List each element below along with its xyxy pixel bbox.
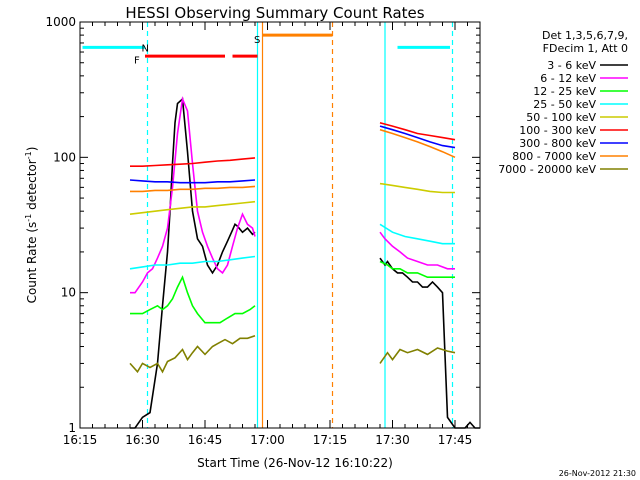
series-line-3-0 [129,255,256,270]
plot-area: NF S [82,22,480,429]
legend-header-0: Det 1,3,5,6,7,9, [542,29,628,42]
series-line-1-1 [379,231,455,270]
legend-label-1: 6 - 12 keV [540,72,596,85]
series-line-0-1 [379,257,480,429]
legend-label-4: 50 - 100 keV [526,111,596,124]
y-tick-label-3: 1000 [45,15,76,29]
y-axis-label-end: ) [25,147,39,152]
x-tick-label-3: 17:00 [250,433,285,447]
y-tick-label-1: 10 [61,286,76,300]
y-axis-label: Count Rate (s-1 detector-1) [24,147,39,304]
legend-header-1: FDecim 1, Att 0 [543,42,628,55]
legend-label-3: 25 - 50 keV [533,98,596,111]
legend-label-0: 3 - 6 keV [547,59,596,72]
y-axis: 1 10 100 1000 [45,15,480,435]
x-tick-label-5: 17:30 [375,433,410,447]
y-axis-label-main: Count Rate (s [25,222,39,304]
x-axis-label: Start Time (26-Nov-12 16:10:22) [197,456,393,470]
legend-label-5: 100 - 300 keV [519,124,596,137]
series-line-3-1 [379,223,455,245]
x-tick-label-1: 16:30 [125,433,160,447]
series-line-5-1 [379,122,456,141]
series-line-4-0 [129,200,256,215]
series-line-0-0 [130,97,256,429]
series-line-2-1 [379,260,455,279]
legend-label-2: 12 - 25 keV [533,85,596,98]
series-line-6-0 [129,179,256,184]
state-annotation-1: F [134,55,140,66]
series-line-7-0 [130,185,256,193]
x-tick-label-2: 16:45 [188,433,223,447]
chart-title: HESSI Observing Summary Count Rates [125,4,424,22]
series-line-8-0 [129,335,256,374]
legend-label-6: 300 - 800 keV [519,137,596,150]
series-line-2-0 [130,275,256,324]
series-line-7-1 [379,128,456,159]
legend: Det 1,3,5,6,7,9,FDecim 1, Att 0 3 - 6 keV… [498,29,628,176]
legend-label-7: 800 - 7000 keV [512,150,596,163]
series-line-1-0 [130,96,256,294]
state-annotation-2: S [254,35,260,46]
y-tick-label-0: 1 [68,421,76,435]
state-annotation-0: N [142,43,149,54]
footer-timestamp: 26-Nov-2012 21:30 [559,469,636,478]
series-line-8-1 [379,347,456,364]
x-axis: 16:15 16:30 16:45 17:00 17:15 17:30 17:45 [63,22,473,447]
x-tick-label-6: 17:45 [438,433,473,447]
y-axis-label-sup1: -1 [24,214,33,222]
series-line-4-1 [379,182,455,194]
y-axis-label-sup2: -1 [24,151,33,159]
series-line-5-0 [130,157,256,167]
y-tick-label-2: 100 [53,150,76,164]
y-axis-label-mid: detector [25,159,39,214]
legend-label-8: 7000 - 20000 keV [498,163,596,176]
x-tick-label-0: 16:15 [63,433,98,447]
x-tick-label-4: 17:15 [313,433,348,447]
series-line-6-1 [379,125,456,149]
